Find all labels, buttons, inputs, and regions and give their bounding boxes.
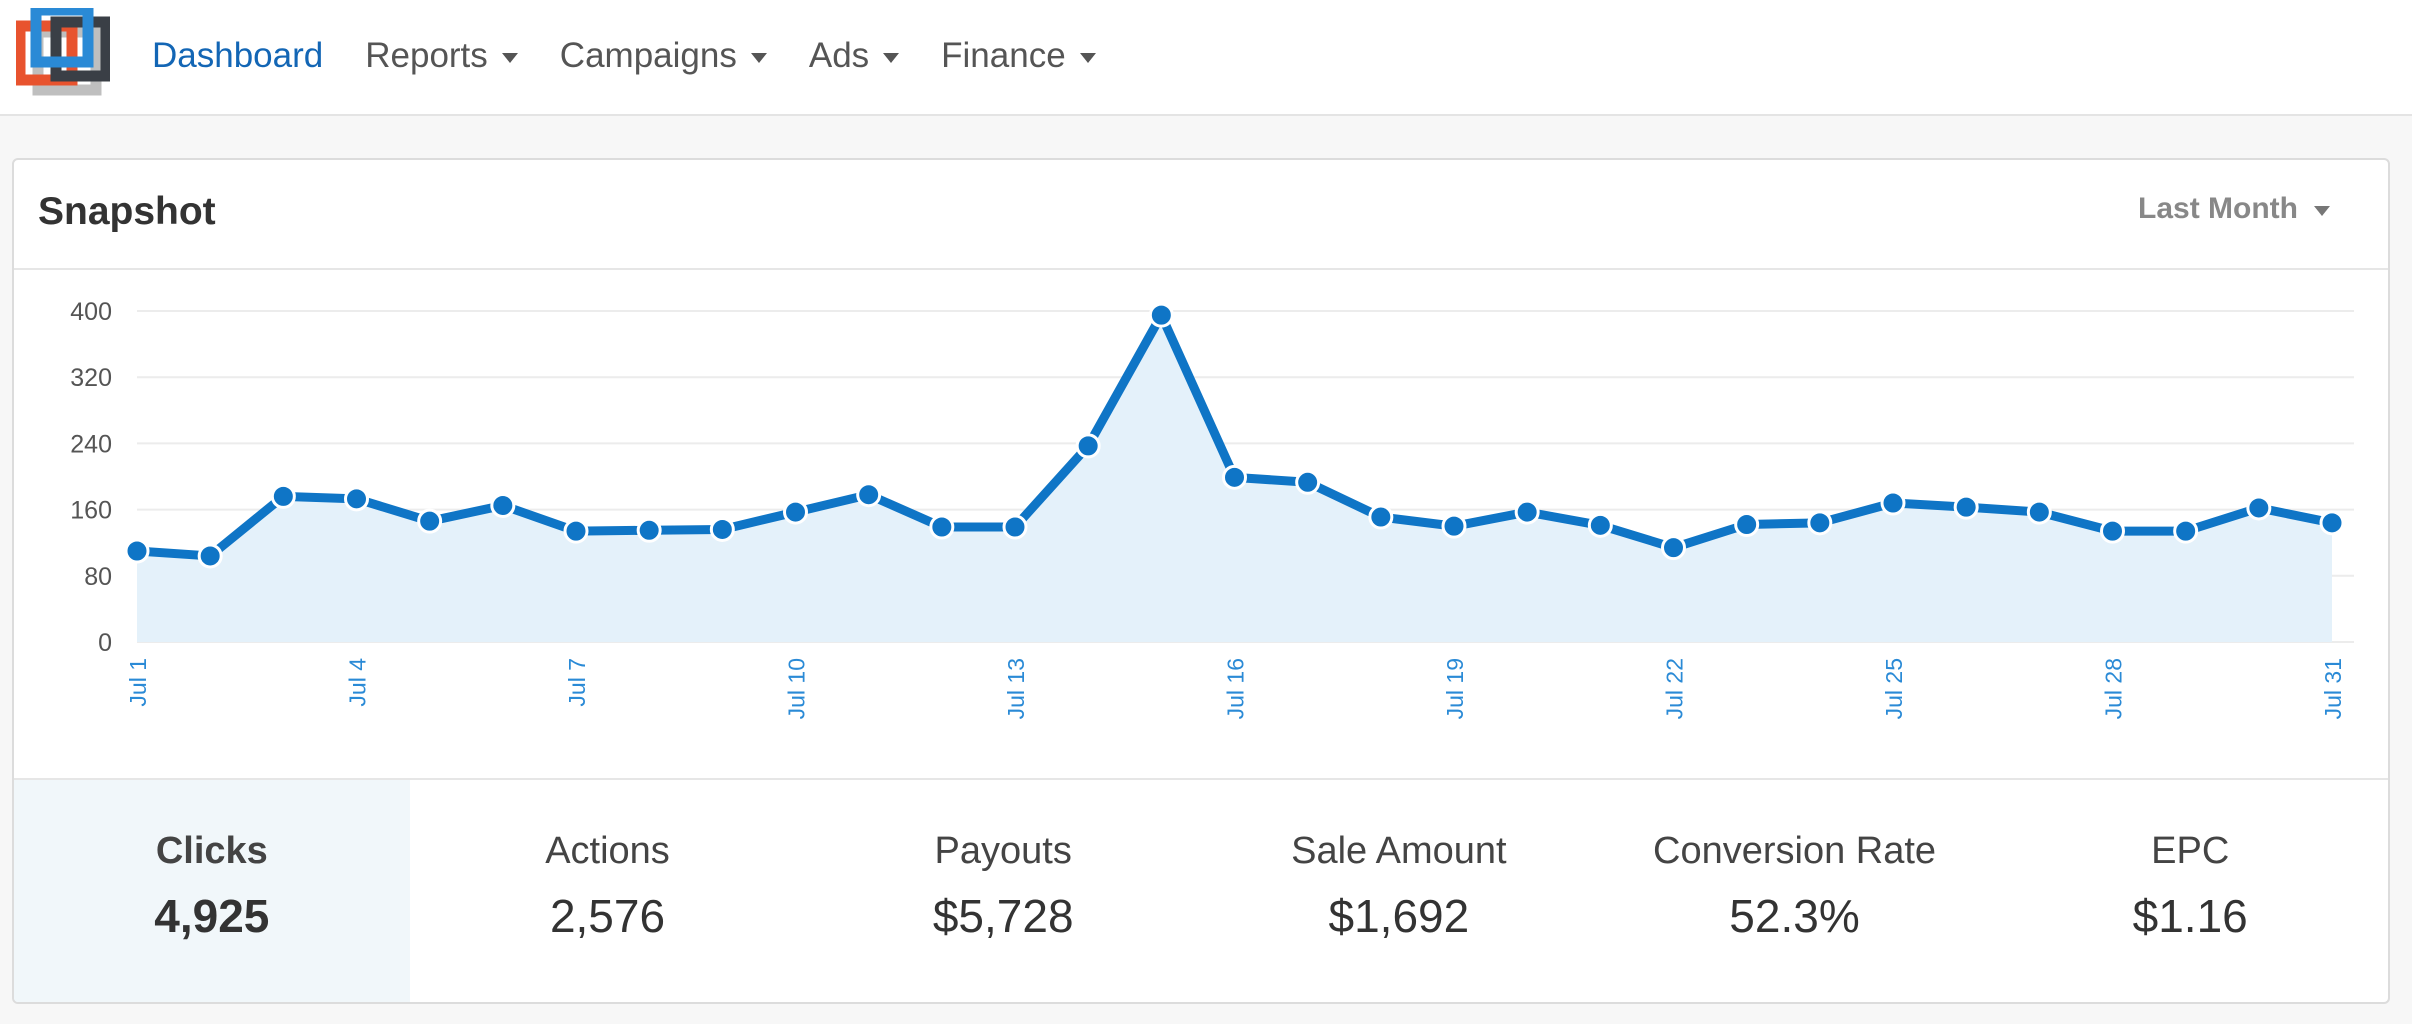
stat-conversion-rate[interactable]: Conversion Rate 52.3% bbox=[1597, 780, 1993, 1002]
data-point bbox=[124, 538, 150, 564]
stat-value: 2,576 bbox=[549, 890, 666, 942]
data-point bbox=[856, 482, 882, 508]
stat-label: Actions bbox=[545, 830, 670, 872]
data-point bbox=[709, 516, 735, 542]
data-point bbox=[2173, 518, 2199, 544]
data-point bbox=[344, 486, 369, 512]
stat-label: Sale Amount bbox=[1291, 830, 1507, 872]
nav-item-label: Finance bbox=[941, 36, 1066, 75]
chart-svg: 0 80 160 240 320 400 Jul 1 Jul 4 Jul 7 Jul 10 Jul … bbox=[70, 298, 2354, 719]
x-tick-label: Jul 1 bbox=[125, 658, 151, 707]
chevron-down-icon bbox=[883, 53, 900, 63]
period-dropdown[interactable]: Last Month bbox=[2138, 192, 2330, 226]
x-tick-label: Jul 22 bbox=[1662, 658, 1688, 719]
card-title: Snapshot bbox=[38, 190, 216, 233]
x-tick-label: Jul 19 bbox=[1442, 658, 1468, 719]
chevron-down-icon bbox=[1079, 53, 1096, 63]
stat-label: Conversion Rate bbox=[1653, 830, 1937, 872]
x-tick-label: Jul 31 bbox=[2320, 658, 2346, 719]
data-point bbox=[1002, 514, 1028, 540]
data-point bbox=[1441, 513, 1467, 539]
stat-payouts[interactable]: Payouts $5,728 bbox=[805, 780, 1201, 1002]
card-header: Snapshot Last Month bbox=[14, 160, 2388, 270]
snapshot-card: Snapshot Last Month 0 80 160 240 320 400 Jul 1… bbox=[12, 158, 2390, 1004]
x-tick-label: Jul 10 bbox=[784, 658, 810, 719]
x-tick-label: Jul 7 bbox=[564, 658, 590, 707]
data-point bbox=[1880, 490, 1906, 516]
data-point bbox=[1661, 535, 1686, 561]
chevron-down-icon bbox=[750, 53, 767, 63]
stat-label: EPC bbox=[2151, 830, 2230, 872]
stats-row: Clicks 4,925 Actions 2,576 Payouts $5,728 Sale… bbox=[14, 778, 2388, 1002]
nav-item-label: Ads bbox=[808, 36, 870, 75]
stat-value: $1.16 bbox=[2132, 890, 2248, 942]
nav-item-label: Dashboard bbox=[152, 36, 324, 75]
nav-item-dashboard[interactable]: Dashboard bbox=[152, 36, 323, 76]
top-navbar: Dashboard Reports Campaigns Ads Finance bbox=[0, 0, 2412, 116]
x-tick-label: Jul 16 bbox=[1223, 658, 1249, 719]
x-tick-label: Jul 13 bbox=[1003, 658, 1029, 719]
stat-value: 4,925 bbox=[154, 890, 270, 942]
data-point bbox=[563, 518, 589, 544]
data-point bbox=[1368, 504, 1394, 530]
x-tick-label: Jul 28 bbox=[2101, 658, 2127, 719]
data-point bbox=[270, 483, 296, 509]
nav-item-label: Campaigns bbox=[559, 36, 737, 75]
chevron-down-icon bbox=[501, 53, 518, 63]
nav-item-finance[interactable]: Finance bbox=[941, 36, 1096, 76]
data-point bbox=[929, 514, 955, 540]
y-tick-label: 80 bbox=[84, 563, 112, 591]
data-point bbox=[197, 543, 223, 569]
data-point bbox=[490, 492, 516, 518]
chevron-down-icon bbox=[2314, 206, 2330, 216]
stat-value: $5,728 bbox=[932, 890, 1074, 942]
stat-clicks[interactable]: Clicks 4,925 bbox=[14, 780, 410, 1002]
data-point bbox=[2100, 518, 2125, 544]
data-point bbox=[1075, 433, 1101, 459]
stat-value: 52.3% bbox=[1729, 890, 1860, 942]
period-label: Last Month bbox=[2138, 192, 2298, 225]
data-point bbox=[1222, 464, 1247, 490]
data-point bbox=[1734, 511, 1760, 537]
data-point bbox=[2026, 499, 2052, 525]
x-tick-label: Jul 4 bbox=[345, 658, 371, 707]
nav-item-label: Reports bbox=[365, 36, 488, 75]
nav-item-ads[interactable]: Ads bbox=[808, 36, 900, 76]
y-tick-label: 0 bbox=[98, 629, 112, 657]
main-nav: Dashboard Reports Campaigns Ads Finance bbox=[152, 0, 1138, 112]
data-point bbox=[1514, 499, 1540, 525]
data-point bbox=[1953, 494, 1979, 520]
data-point bbox=[783, 499, 808, 525]
data-point bbox=[1295, 469, 1321, 495]
stat-actions[interactable]: Actions 2,576 bbox=[410, 780, 806, 1002]
data-point bbox=[1587, 512, 1613, 538]
nav-item-campaigns[interactable]: Campaigns bbox=[560, 36, 767, 76]
y-tick-label: 240 bbox=[70, 430, 112, 458]
y-tick-label: 160 bbox=[70, 497, 112, 525]
nav-item-reports[interactable]: Reports bbox=[365, 36, 518, 76]
stat-label: Payouts bbox=[934, 830, 1072, 872]
clicks-chart: 0 80 160 240 320 400 Jul 1 Jul 4 Jul 7 Jul 10 Jul … bbox=[14, 268, 2388, 936]
data-point bbox=[417, 508, 443, 534]
stat-label: Clicks bbox=[155, 830, 268, 872]
data-point bbox=[2319, 510, 2345, 536]
stat-epc[interactable]: EPC $1.16 bbox=[1992, 780, 2388, 1002]
data-point bbox=[2246, 495, 2272, 521]
data-point bbox=[1807, 510, 1833, 536]
y-tick-label: 400 bbox=[70, 298, 112, 326]
x-tick-label: Jul 25 bbox=[1881, 658, 1907, 719]
brand-logo-icon[interactable] bbox=[16, 8, 110, 102]
y-tick-label: 320 bbox=[70, 364, 112, 392]
data-point bbox=[1148, 302, 1174, 328]
stat-sale-amount[interactable]: Sale Amount $1,692 bbox=[1201, 780, 1597, 1002]
stat-value: $1,692 bbox=[1328, 890, 1470, 942]
data-point bbox=[636, 517, 662, 543]
